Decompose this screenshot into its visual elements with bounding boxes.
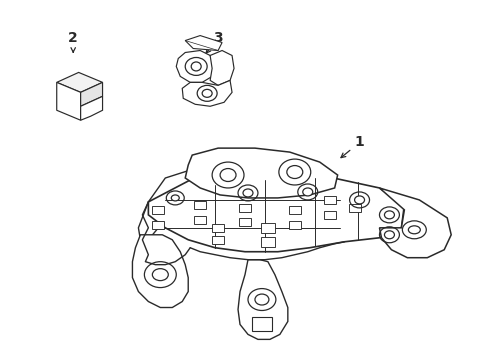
Polygon shape (261, 237, 275, 247)
Text: 2: 2 (68, 31, 78, 52)
Polygon shape (185, 36, 222, 50)
Ellipse shape (385, 211, 394, 219)
Polygon shape (324, 211, 336, 219)
Polygon shape (182, 80, 232, 106)
Polygon shape (210, 50, 234, 85)
Polygon shape (185, 148, 338, 198)
Polygon shape (289, 206, 301, 214)
Ellipse shape (243, 189, 253, 197)
Ellipse shape (287, 166, 303, 179)
Polygon shape (57, 82, 81, 120)
Polygon shape (81, 82, 102, 106)
Polygon shape (176, 50, 214, 82)
Polygon shape (148, 175, 404, 252)
Polygon shape (252, 318, 272, 332)
Polygon shape (138, 170, 190, 240)
Polygon shape (379, 188, 451, 258)
Polygon shape (239, 204, 251, 212)
Ellipse shape (172, 195, 179, 201)
Ellipse shape (355, 196, 365, 204)
Polygon shape (132, 235, 188, 307)
Ellipse shape (202, 89, 212, 97)
Ellipse shape (303, 188, 313, 196)
Polygon shape (324, 196, 336, 204)
Polygon shape (239, 218, 251, 226)
Ellipse shape (220, 168, 236, 181)
Ellipse shape (255, 294, 269, 305)
Text: 3: 3 (206, 31, 223, 53)
Polygon shape (152, 206, 164, 214)
Polygon shape (212, 224, 224, 232)
Polygon shape (238, 260, 288, 339)
Polygon shape (348, 204, 361, 212)
Polygon shape (194, 216, 206, 224)
Ellipse shape (191, 62, 201, 71)
Polygon shape (81, 96, 102, 120)
Ellipse shape (152, 269, 168, 280)
Text: 1: 1 (341, 135, 365, 158)
Polygon shape (261, 223, 275, 233)
Polygon shape (212, 236, 224, 244)
Polygon shape (289, 221, 301, 229)
Polygon shape (152, 221, 164, 229)
Ellipse shape (408, 226, 420, 234)
Polygon shape (194, 201, 206, 209)
Polygon shape (57, 72, 102, 92)
Ellipse shape (385, 231, 394, 239)
